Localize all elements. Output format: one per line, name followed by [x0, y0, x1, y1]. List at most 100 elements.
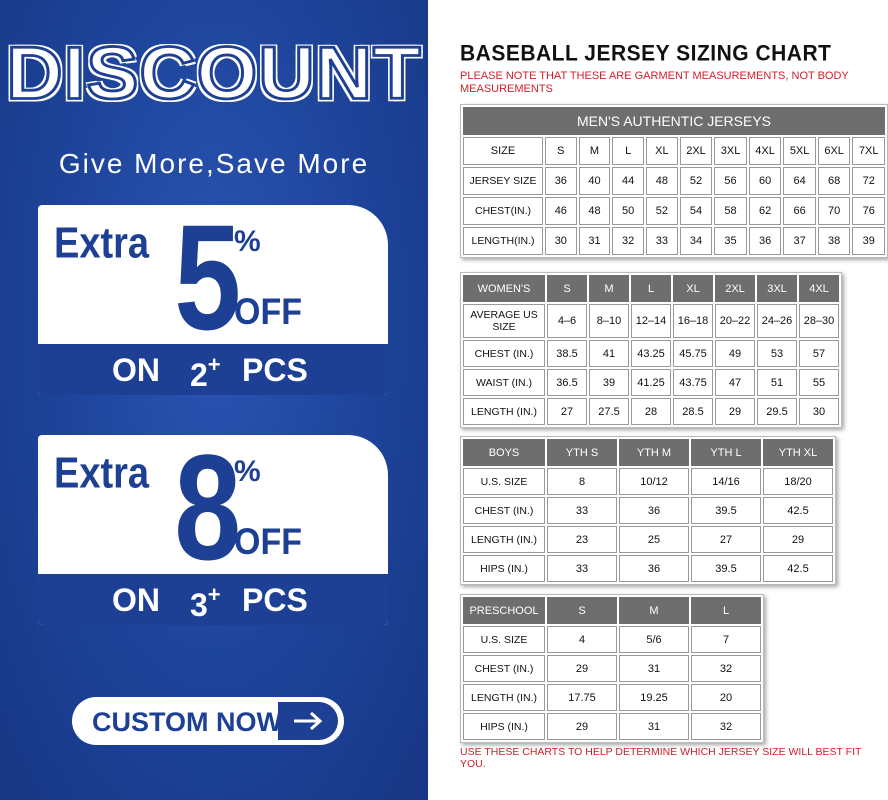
cell: 32	[691, 655, 761, 682]
cell: 36	[544, 167, 577, 195]
cell: 48	[578, 197, 611, 225]
body-row: LENGTH (IN.) 23 25 27 29	[463, 526, 833, 553]
body-row: U.S. SIZE 8 10/12 14/16 18/20	[463, 468, 833, 495]
header-cell: 4XL	[799, 275, 839, 302]
cell: 17.75	[547, 684, 617, 711]
cell: 5/6	[619, 626, 689, 653]
header-cell: SIZE	[463, 137, 543, 165]
row-label: U.S. SIZE	[463, 626, 545, 653]
cell: 12–14	[631, 304, 671, 338]
offer-amount: 5	[174, 205, 242, 361]
cell: 68	[817, 167, 851, 195]
cell: 39	[589, 369, 629, 396]
offer-extra: Extra	[54, 219, 150, 269]
cell: 20–22	[715, 304, 755, 338]
row-label: LENGTH (IN.)	[463, 526, 545, 553]
cell: 29.5	[757, 398, 797, 425]
offer-pcs: PCS	[242, 352, 308, 388]
header-cell: 3XL	[714, 137, 747, 165]
header-cell: M	[619, 597, 689, 624]
offer-qty: 3	[190, 587, 208, 623]
cell: 60	[748, 167, 782, 195]
cell: 19.25	[619, 684, 689, 711]
offer-qty-wrap: 2+	[190, 352, 221, 394]
cell: 33	[547, 555, 617, 582]
row-label: LENGTH (IN.)	[463, 684, 545, 711]
cell: 38.5	[547, 340, 587, 367]
offer-qty-wrap: 3+	[190, 582, 221, 624]
offer-off: OFF	[234, 521, 302, 563]
offer-plus: +	[207, 582, 221, 607]
cell: 29	[547, 655, 617, 682]
body-row: HIPS (IN.) 29 31 32	[463, 713, 761, 740]
cell: 27	[547, 398, 587, 425]
cell: 32	[691, 713, 761, 740]
footer-note: USE THESE CHARTS TO HELP DETERMINE WHICH…	[460, 746, 862, 770]
size-table: PRESCHOOL S M L U.S. SIZE 4 5/6 7 CHEST (IN.) 29 3…	[460, 594, 764, 743]
title-row: MEN'S AUTHENTIC JERSEYS	[463, 107, 885, 135]
arrow-icon	[294, 711, 323, 731]
cell: 76	[852, 197, 885, 225]
cell: 4–6	[547, 304, 587, 338]
row-label: CHEST (IN.)	[463, 340, 545, 367]
slogan: Give More,Save More	[58, 148, 370, 179]
offer-on: ON	[112, 352, 160, 388]
cell: 25	[619, 526, 689, 553]
cell: 41.25	[631, 369, 671, 396]
header-cell: YTH L	[691, 439, 761, 466]
cell: 38	[817, 227, 851, 255]
cell: 46	[544, 197, 577, 225]
cell: 20	[691, 684, 761, 711]
cell: 33	[645, 227, 678, 255]
cell: 36	[748, 227, 782, 255]
body-row: JERSEY SIZE 36 40 44 48 52 56 60 64 68 72	[463, 167, 885, 195]
header-cell: 2XL	[715, 275, 755, 302]
row-label: CHEST(IN.)	[463, 197, 543, 225]
cell: 56	[714, 167, 747, 195]
header-row: WOMEN'S S M L XL 2XL 3XL 4XL	[463, 275, 839, 302]
body-row: WAIST (IN.) 36.5 39 41.25 43.75 47 51 55	[463, 369, 839, 396]
header-cell: L	[631, 275, 671, 302]
cell: 37	[783, 227, 816, 255]
offer-extra: Extra	[54, 449, 150, 499]
header-cell: 5XL	[783, 137, 816, 165]
header-cell: S	[544, 137, 577, 165]
cell: 30	[799, 398, 839, 425]
cell: 27	[691, 526, 761, 553]
cell: 36	[619, 497, 689, 524]
cell: 36.5	[547, 369, 587, 396]
cell: 45.75	[673, 340, 713, 367]
row-label: U.S. SIZE	[463, 468, 545, 495]
offer-percent: %	[234, 225, 261, 258]
custom-button[interactable]: CUSTOM NOW	[72, 697, 344, 745]
header-cell: 6XL	[817, 137, 851, 165]
header-cell: 3XL	[757, 275, 797, 302]
header-cell: PRESCHOOL	[463, 597, 545, 624]
cell: 29	[715, 398, 755, 425]
row-label: HIPS (IN.)	[463, 555, 545, 582]
cell: 55	[799, 369, 839, 396]
cell: 66	[783, 197, 816, 225]
offer-qty: 2	[190, 357, 208, 393]
offer-plus: +	[207, 352, 221, 377]
header-cell: 7XL	[852, 137, 885, 165]
button-label: CUSTOM NOW	[92, 707, 282, 737]
body-row: LENGTH(IN.) 30 31 32 33 34 35 36 37 38 39	[463, 227, 885, 255]
row-label: WAIST (IN.)	[463, 369, 545, 396]
note: PLEASE NOTE THAT THESE ARE GARMENT MEASU…	[460, 70, 849, 95]
cell: 16–18	[673, 304, 713, 338]
body-row: CHEST (IN.) 33 36 39.5 42.5	[463, 497, 833, 524]
cell: 28	[631, 398, 671, 425]
size-table: BOYS YTH S YTH M YTH L YTH XL U.S. SIZE 8 10/12…	[460, 436, 836, 585]
cell: 28–30	[799, 304, 839, 338]
body-row: CHEST (IN.) 38.5 41 43.25 45.75 49 53 57	[463, 340, 839, 367]
cell: 43.75	[673, 369, 713, 396]
row-label: AVERAGE US SIZE	[463, 304, 545, 338]
size-table: WOMEN'S S M L XL 2XL 3XL 4XL AVERAGE US SIZE 4–6 8…	[460, 272, 842, 428]
cell: 41	[589, 340, 629, 367]
offer-band: ON 3+ PCS	[38, 572, 388, 625]
cell: 33	[547, 497, 617, 524]
cell: 10/12	[619, 468, 689, 495]
cell: 43.25	[631, 340, 671, 367]
cell: 30	[544, 227, 577, 255]
